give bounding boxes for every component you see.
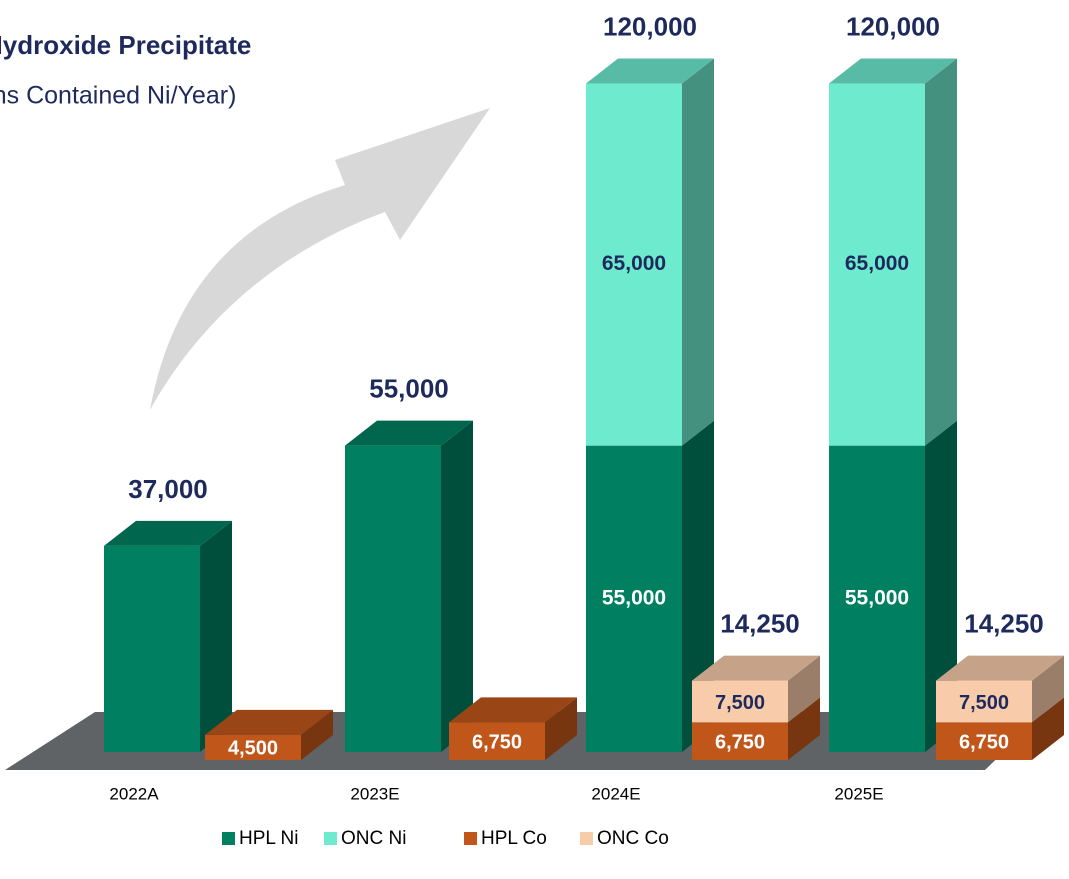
bar-segment bbox=[586, 445, 682, 752]
total-label: 120,000 bbox=[603, 11, 697, 41]
bar-segment bbox=[936, 680, 1032, 723]
data-label: 55,000 bbox=[845, 586, 909, 609]
data-label: 6,750 bbox=[472, 731, 522, 753]
x-tick-label: 2022A bbox=[109, 784, 159, 803]
total-label: 120,000 bbox=[846, 11, 940, 41]
bar-side bbox=[1032, 697, 1064, 760]
bar-top bbox=[586, 58, 714, 84]
trend-arrow bbox=[150, 108, 490, 410]
bar-side bbox=[925, 420, 957, 752]
chart-subtitle: (Tons Contained Ni/Year) bbox=[0, 82, 236, 110]
bar-side bbox=[1032, 655, 1064, 723]
data-label: 65,000 bbox=[602, 252, 666, 275]
bar-segment bbox=[829, 83, 925, 446]
data-label: 7,500 bbox=[959, 692, 1009, 714]
bar-side bbox=[925, 58, 957, 446]
legend-swatch bbox=[580, 832, 593, 845]
bar-top bbox=[829, 58, 957, 84]
legend-swatch bbox=[464, 832, 477, 845]
bar-segment bbox=[586, 83, 682, 446]
bar-top bbox=[692, 655, 820, 681]
bar-top bbox=[345, 420, 473, 446]
bar-top bbox=[205, 709, 333, 735]
bar-side bbox=[441, 420, 473, 752]
data-label: 7,500 bbox=[715, 692, 765, 714]
bar-segment bbox=[692, 722, 788, 760]
legend-label: ONC Co bbox=[597, 828, 669, 849]
bar-top bbox=[936, 655, 1064, 681]
bar-side bbox=[682, 420, 714, 752]
x-tick-label: 2023E bbox=[350, 784, 399, 803]
total-label: 37,000 bbox=[128, 474, 208, 504]
bar-side bbox=[788, 655, 820, 723]
total-label: 14,250 bbox=[720, 608, 800, 638]
bar-top bbox=[104, 520, 232, 546]
bar-segment bbox=[829, 445, 925, 752]
bar-segment bbox=[345, 445, 441, 752]
bar-side bbox=[200, 520, 232, 752]
legend-swatch bbox=[222, 832, 235, 845]
legend-swatch bbox=[324, 832, 337, 845]
data-label: 65,000 bbox=[845, 252, 909, 275]
data-label: 6,750 bbox=[959, 731, 1009, 753]
x-tick-label: 2024E bbox=[591, 784, 640, 803]
data-label: 6,750 bbox=[715, 731, 765, 753]
bar-side bbox=[545, 697, 577, 760]
data-label: 55,000 bbox=[602, 586, 666, 609]
bar-segment bbox=[205, 734, 301, 760]
data-label: 4,500 bbox=[228, 738, 278, 760]
bar-top bbox=[449, 697, 577, 723]
bar-segment bbox=[449, 722, 545, 760]
chart-title: Hydroxide Precipitate bbox=[0, 30, 251, 60]
bar-segment bbox=[104, 545, 200, 752]
x-tick-label: 2025E bbox=[834, 784, 883, 803]
bar-side bbox=[301, 709, 333, 760]
bar-segment bbox=[692, 680, 788, 723]
bar-side bbox=[788, 697, 820, 760]
bar-segment bbox=[936, 722, 1032, 760]
total-label: 14,250 bbox=[964, 608, 1044, 638]
total-label: 55,000 bbox=[369, 374, 449, 404]
legend-label: HPL Co bbox=[481, 828, 547, 849]
legend-label: HPL Ni bbox=[239, 828, 298, 849]
bar-side bbox=[682, 58, 714, 446]
legend-label: ONC Ni bbox=[341, 828, 406, 849]
